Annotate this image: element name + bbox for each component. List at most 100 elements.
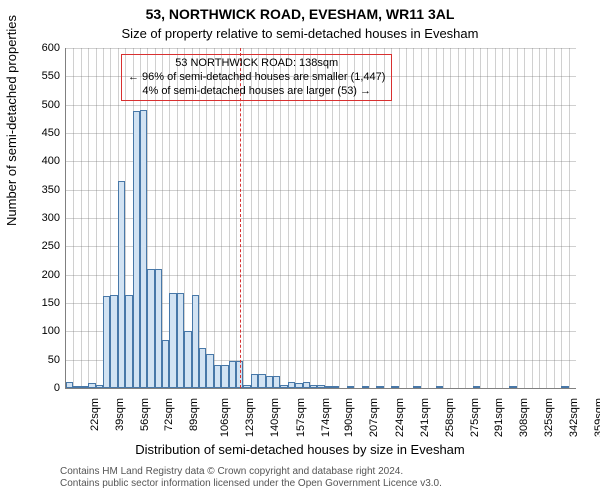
histogram-bar bbox=[192, 295, 199, 389]
gridline-v bbox=[502, 48, 503, 388]
histogram-bar bbox=[103, 296, 110, 388]
gridline-v bbox=[436, 48, 437, 388]
histogram-bar bbox=[310, 385, 317, 388]
histogram-bar bbox=[288, 382, 295, 388]
gridline-v bbox=[532, 48, 533, 388]
histogram-bar bbox=[251, 374, 258, 388]
histogram-bar bbox=[243, 385, 250, 388]
gridline-h bbox=[66, 48, 576, 49]
y-tick-label: 100 bbox=[15, 325, 60, 337]
gridline-v bbox=[487, 48, 488, 388]
annotation-box: 53 NORTHWICK ROAD: 138sqm← 96% of semi-d… bbox=[121, 54, 392, 101]
x-tick-label: 39sqm bbox=[114, 398, 126, 431]
attribution-line-2: Contains public sector information licen… bbox=[60, 478, 442, 490]
histogram-bar bbox=[133, 111, 140, 388]
histogram-bar bbox=[376, 386, 383, 388]
y-tick-label: 150 bbox=[15, 297, 60, 309]
histogram-bar bbox=[325, 386, 332, 388]
histogram-bar bbox=[140, 110, 147, 388]
histogram-bar bbox=[66, 382, 73, 388]
gridline-v bbox=[554, 48, 555, 388]
histogram-bar bbox=[266, 376, 273, 388]
x-tick-label: 359sqm bbox=[593, 398, 600, 437]
gridline-v bbox=[524, 48, 525, 388]
histogram-bar bbox=[96, 385, 103, 388]
y-tick-label: 50 bbox=[15, 354, 60, 366]
x-tick-label: 174sqm bbox=[320, 398, 332, 437]
histogram-bar bbox=[561, 386, 568, 388]
gridline-v bbox=[458, 48, 459, 388]
gridline-v bbox=[539, 48, 540, 388]
gridline-v bbox=[561, 48, 562, 388]
x-tick-label: 72sqm bbox=[163, 398, 175, 431]
x-tick-label: 308sqm bbox=[518, 398, 530, 437]
y-tick-label: 200 bbox=[15, 269, 60, 281]
x-axis-label: Distribution of semi-detached houses by … bbox=[0, 442, 600, 457]
annotation-line: 4% of semi-detached houses are larger (5… bbox=[128, 85, 385, 99]
y-tick-label: 600 bbox=[15, 42, 60, 54]
y-tick-label: 0 bbox=[15, 382, 60, 394]
histogram-bar bbox=[88, 383, 95, 388]
chart-subtitle: Size of property relative to semi-detach… bbox=[0, 26, 600, 41]
histogram-bar bbox=[273, 376, 280, 388]
x-tick-label: 56sqm bbox=[139, 398, 151, 431]
histogram-bar bbox=[362, 386, 369, 388]
gridline-v bbox=[428, 48, 429, 388]
histogram-bar bbox=[206, 354, 213, 388]
histogram-bar bbox=[147, 269, 154, 388]
histogram-bar bbox=[73, 386, 80, 388]
gridline-v bbox=[509, 48, 510, 388]
gridline-v bbox=[88, 48, 89, 388]
histogram-bar bbox=[214, 365, 221, 388]
x-tick-label: 325sqm bbox=[543, 398, 555, 437]
histogram-bar bbox=[118, 181, 125, 388]
histogram-bar bbox=[81, 386, 88, 388]
gridline-v bbox=[480, 48, 481, 388]
x-tick-label: 275sqm bbox=[469, 398, 481, 437]
gridline-v bbox=[73, 48, 74, 388]
gridline-v bbox=[517, 48, 518, 388]
histogram-bar bbox=[177, 293, 184, 388]
histogram-bar bbox=[391, 386, 398, 388]
histogram-bar bbox=[332, 386, 339, 388]
histogram-bar bbox=[509, 386, 516, 388]
y-tick-label: 350 bbox=[15, 184, 60, 196]
x-tick-label: 190sqm bbox=[343, 398, 355, 437]
gridline-v bbox=[413, 48, 414, 388]
gridline-v bbox=[546, 48, 547, 388]
histogram-bar bbox=[125, 295, 132, 389]
y-tick-label: 550 bbox=[15, 70, 60, 82]
annotation-line: ← 96% of semi-detached houses are smalle… bbox=[128, 71, 385, 85]
histogram-bar bbox=[169, 293, 176, 388]
gridline-v bbox=[450, 48, 451, 388]
attribution-line-1: Contains HM Land Registry data © Crown c… bbox=[60, 466, 442, 478]
x-tick-label: 342sqm bbox=[568, 398, 580, 437]
y-tick-label: 250 bbox=[15, 240, 60, 252]
gridline-v bbox=[465, 48, 466, 388]
x-tick-label: 207sqm bbox=[369, 398, 381, 437]
histogram-bar bbox=[347, 386, 354, 388]
y-tick-label: 450 bbox=[15, 127, 60, 139]
gridline-v bbox=[421, 48, 422, 388]
x-tick-label: 106sqm bbox=[219, 398, 231, 437]
histogram-bar bbox=[155, 269, 162, 388]
histogram-bar bbox=[229, 361, 236, 388]
x-tick-label: 89sqm bbox=[188, 398, 200, 431]
x-tick-label: 224sqm bbox=[394, 398, 406, 437]
gridline-v bbox=[495, 48, 496, 388]
attribution-text: Contains HM Land Registry data © Crown c… bbox=[60, 466, 442, 490]
gridline-v bbox=[569, 48, 570, 388]
x-tick-label: 140sqm bbox=[270, 398, 282, 437]
histogram-bar bbox=[221, 365, 228, 388]
histogram-bar bbox=[303, 382, 310, 388]
plot-area: 53 NORTHWICK ROAD: 138sqm← 96% of semi-d… bbox=[65, 48, 576, 389]
gridline-v bbox=[96, 48, 97, 388]
x-tick-label: 258sqm bbox=[444, 398, 456, 437]
histogram-bar bbox=[473, 386, 480, 388]
histogram-bar bbox=[436, 386, 443, 388]
histogram-bar bbox=[162, 340, 169, 388]
x-tick-label: 241sqm bbox=[419, 398, 431, 437]
histogram-bar bbox=[199, 348, 206, 388]
gridline-v bbox=[399, 48, 400, 388]
x-tick-label: 157sqm bbox=[295, 398, 307, 437]
